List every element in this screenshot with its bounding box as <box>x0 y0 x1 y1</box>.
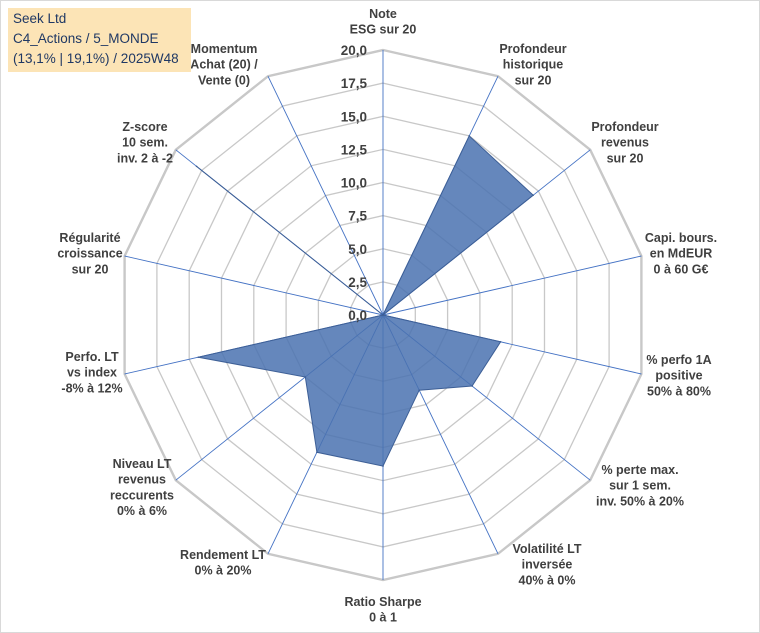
axis-label-2: Profondeur historique sur 20 <box>499 42 566 87</box>
axis-spoke-14 <box>267 76 384 316</box>
axis-label-1: Note ESG sur 20 <box>350 7 417 37</box>
axis-label-3: Profondeur revenus sur 20 <box>591 120 658 165</box>
tick-label: 12,5 <box>341 142 368 157</box>
axis-label-10: Niveau LT revenus reccurents 0% à 6% <box>110 457 174 518</box>
title-line-company: Seek Ltd <box>13 11 67 26</box>
label-layer: Note ESG sur 20 Profondeur historique sur 20… <box>57 7 717 625</box>
data-point-10 <box>304 376 307 378</box>
axis-label-9: Rendement LT 0% à 20% <box>180 548 266 578</box>
tick-label: 2,5 <box>348 275 367 290</box>
data-point-2 <box>468 135 471 137</box>
data-point-8 <box>382 465 384 467</box>
data-layer <box>195 135 534 467</box>
tick-label: 10,0 <box>341 176 367 191</box>
data-point-14 <box>382 314 384 316</box>
title-line-category: C4_Actions / 5_MONDE <box>13 31 159 46</box>
tick-label: 0,0 <box>348 308 367 323</box>
data-point-13 <box>195 165 198 168</box>
axis-label-6: % perte max. sur 1 sem. inv. 50% à 20% <box>596 463 684 508</box>
title-line-performance: (13,1% | 19,1%) / 2025W48 <box>13 51 179 66</box>
series-area <box>196 135 534 467</box>
axis-label-12: Régularité croissance sur 20 <box>57 231 122 276</box>
data-point-6 <box>471 385 473 387</box>
axis-label-5: % perfo 1A positive 50% à 80% <box>646 353 711 398</box>
tick-label: 17,5 <box>341 76 368 91</box>
tick-label: 20,0 <box>341 43 367 58</box>
tick-layer: 0,0 2,5 5,0 7,5 10,0 12,5 15,0 17,5 20,0 <box>341 43 368 323</box>
data-point-3 <box>532 194 534 196</box>
data-point-11 <box>197 356 200 359</box>
axis-label-8: Ratio Sharpe 0 à 1 <box>344 595 421 625</box>
tick-label: 5,0 <box>348 242 367 257</box>
data-point-9 <box>316 451 318 454</box>
axis-label-11: Perfo. LT vs index -8% à 12% <box>61 350 122 395</box>
axis-label-4: Capi. bours. en MdEUR 0 à 60 G€ <box>645 231 717 276</box>
axis-spoke-12 <box>124 255 384 316</box>
tick-label: 7,5 <box>348 209 367 224</box>
axis-label-7: Volatilité LT inversée 40% à 0% <box>513 542 582 587</box>
title-box: Seek Ltd C4_Actions / 5_MONDE (13,1% | 1… <box>8 8 191 72</box>
data-point-7 <box>418 389 421 392</box>
axis-label-13: Z-score 10 sem. inv. 2 à -2 <box>117 120 173 165</box>
tick-label: 15,0 <box>341 109 367 124</box>
data-point-5 <box>499 341 502 343</box>
axis-label-14: Momentum Achat (20) / Vente (0) <box>190 42 258 87</box>
axis-spoke-4 <box>382 255 642 316</box>
